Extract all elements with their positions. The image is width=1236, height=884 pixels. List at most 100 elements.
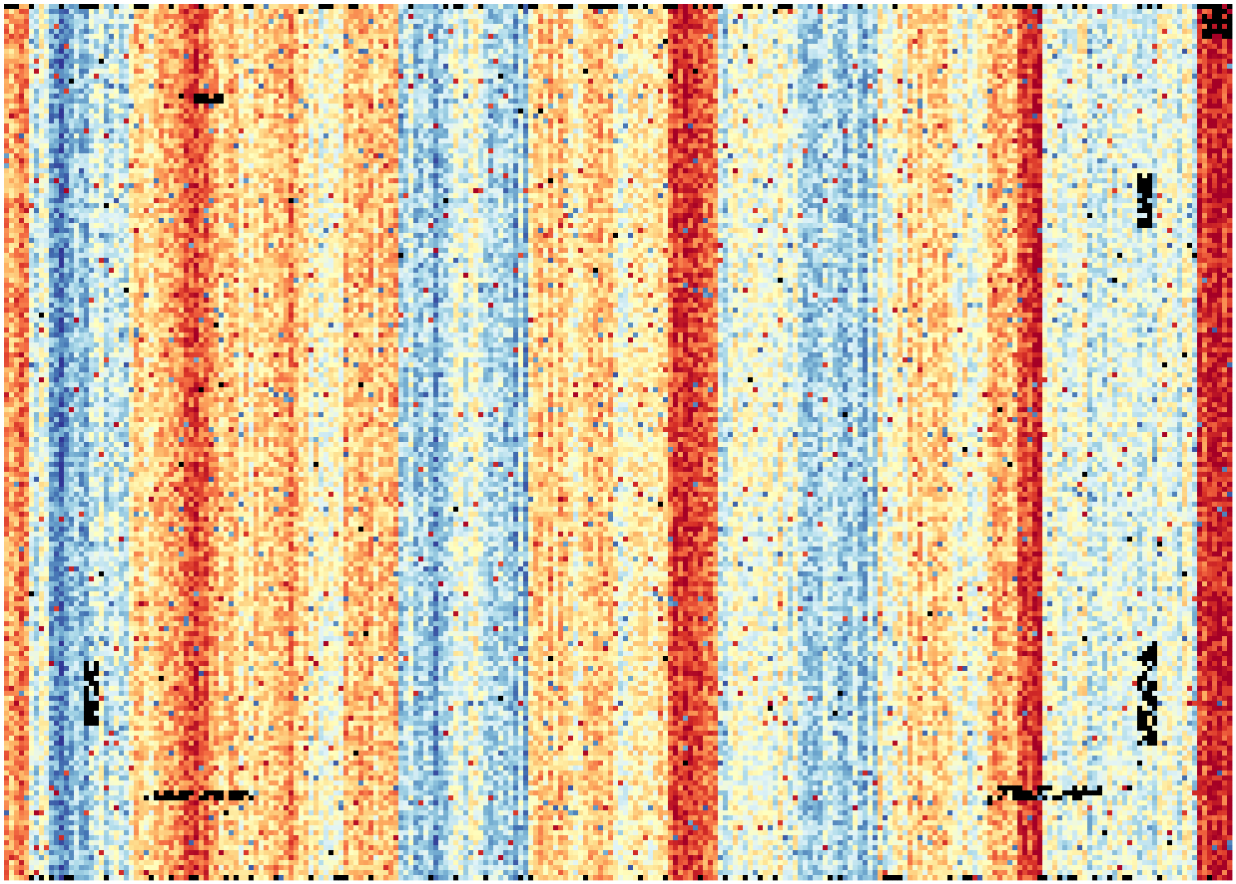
heatmap-cell <box>583 64 588 69</box>
heatmap-cell <box>1207 34 1212 39</box>
heatmap-cell <box>488 24 493 29</box>
heatmap-cell <box>758 49 763 54</box>
heatmap-cell <box>1087 24 1092 29</box>
heatmap-cell <box>608 39 613 44</box>
heatmap-cell <box>798 54 803 59</box>
heatmap-cell <box>923 29 928 34</box>
heatmap-cell <box>878 64 883 69</box>
heatmap-cell <box>913 39 918 44</box>
heatmap-cell <box>937 69 942 74</box>
heatmap-cell <box>1087 14 1092 19</box>
heatmap-cell <box>34 4 39 9</box>
heatmap-cell <box>264 69 269 74</box>
heatmap-cell <box>4 34 9 39</box>
heatmap-cell <box>1082 39 1087 44</box>
heatmap-cell <box>418 64 423 69</box>
heatmap-cell <box>783 9 788 14</box>
heatmap-cell <box>918 54 923 59</box>
heatmap-cell <box>229 69 234 74</box>
heatmap-cell <box>673 44 678 49</box>
heatmap-cell <box>348 69 353 74</box>
heatmap-cell <box>648 64 653 69</box>
heatmap-cell <box>663 14 668 19</box>
heatmap-cell <box>219 54 224 59</box>
heatmap-cell <box>698 24 703 29</box>
heatmap-cell <box>214 9 219 14</box>
heatmap-cell <box>1097 19 1102 24</box>
heatmap-cell <box>1127 4 1132 9</box>
heatmap-cell <box>918 9 923 14</box>
heatmap-cell <box>638 69 643 74</box>
heatmap-cell <box>813 49 818 54</box>
heatmap-cell <box>1137 64 1142 69</box>
heatmap-cell <box>314 49 319 54</box>
heatmap-cell <box>858 24 863 29</box>
heatmap-cell <box>179 9 184 14</box>
heatmap-cell <box>1042 29 1047 34</box>
heatmap-cell <box>169 4 174 9</box>
heatmap-cell <box>214 14 219 19</box>
heatmap-cell <box>244 54 249 59</box>
heatmap-cell <box>563 49 568 54</box>
heatmap-cell <box>199 44 204 49</box>
heatmap-cell <box>1177 49 1182 54</box>
heatmap-cell <box>1137 54 1142 59</box>
heatmap-cell <box>19 59 24 64</box>
heatmap-cell <box>748 9 753 14</box>
heatmap-cell <box>932 14 937 19</box>
heatmap-cell <box>249 29 254 34</box>
heatmap-cell <box>753 19 758 24</box>
heatmap-cell <box>318 4 323 9</box>
heatmap-cell <box>1017 39 1022 44</box>
heatmap-cell <box>393 44 398 49</box>
heatmap-cell <box>219 49 224 54</box>
heatmap-cell <box>249 4 254 9</box>
heatmap-cell <box>553 69 558 74</box>
heatmap-cell <box>224 19 229 24</box>
heatmap-cell <box>498 29 503 34</box>
heatmap-cell <box>109 64 114 69</box>
heatmap-cell <box>908 69 913 74</box>
heatmap-cell <box>373 34 378 39</box>
heatmap-cell <box>1007 69 1012 74</box>
heatmap-cell <box>1177 34 1182 39</box>
heatmap-cell <box>723 19 728 24</box>
heatmap-cell <box>538 64 543 69</box>
heatmap-cell <box>1117 4 1122 9</box>
heatmap-cell <box>1127 54 1132 59</box>
heatmap-cell <box>1162 69 1167 74</box>
heatmap-cell <box>758 24 763 29</box>
heatmap-cell <box>593 4 598 9</box>
heatmap-cell <box>259 49 264 54</box>
heatmap-cell <box>1097 9 1102 14</box>
heatmap-cell <box>942 69 947 74</box>
heatmap-cell <box>533 59 538 64</box>
heatmap-cell <box>438 44 443 49</box>
heatmap-cell <box>758 69 763 74</box>
heatmap-cell <box>463 24 468 29</box>
heatmap-cell <box>598 39 603 44</box>
heatmap-cell <box>433 4 438 9</box>
heatmap-cell <box>942 29 947 34</box>
heatmap-cell <box>598 34 603 39</box>
heatmap-cell <box>967 24 972 29</box>
heatmap-cell <box>368 64 373 69</box>
heatmap-cell <box>928 14 933 19</box>
heatmap-cell <box>538 4 543 9</box>
heatmap-cell <box>1112 24 1117 29</box>
heatmap-cell <box>553 24 558 29</box>
heatmap-cell <box>942 59 947 64</box>
heatmap-cell <box>104 19 109 24</box>
heatmap-cell <box>548 64 553 69</box>
heatmap-cell <box>908 64 913 69</box>
heatmap-cell <box>169 49 174 54</box>
heatmap-cell <box>678 69 683 74</box>
heatmap-cell <box>733 49 738 54</box>
heatmap-cell <box>768 4 773 9</box>
heatmap-cell <box>987 69 992 74</box>
heatmap-cell <box>478 39 483 44</box>
heatmap-cell <box>708 44 713 49</box>
heatmap-cell <box>588 69 593 74</box>
heatmap-cell <box>1162 49 1167 54</box>
